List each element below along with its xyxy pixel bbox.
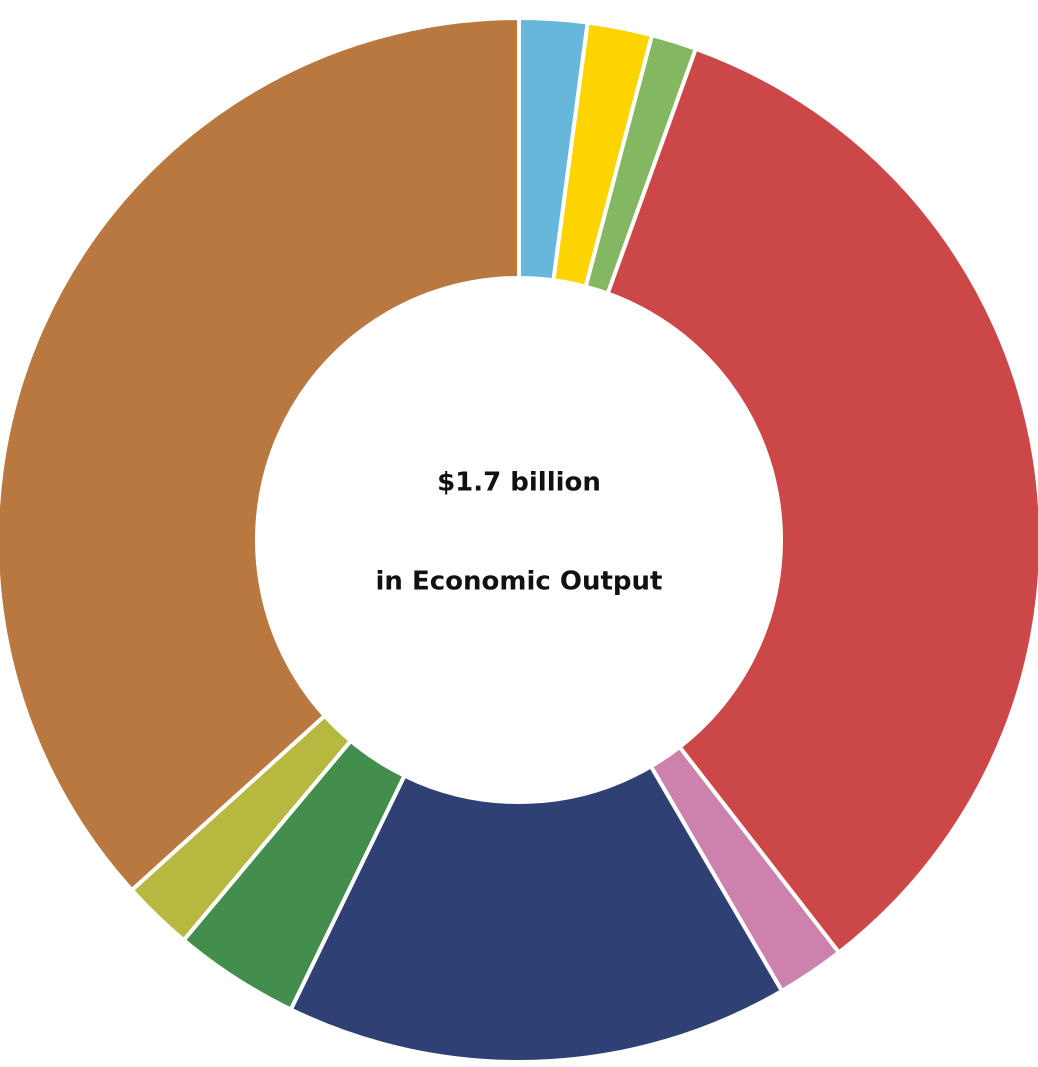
slice bbox=[0, 15, 521, 893]
donut bbox=[0, 15, 1038, 1064]
center-caption: in Economic Output bbox=[376, 567, 663, 597]
slice bbox=[605, 46, 1038, 956]
slice bbox=[288, 763, 785, 1064]
center-value: $1.7 billion bbox=[437, 468, 601, 498]
